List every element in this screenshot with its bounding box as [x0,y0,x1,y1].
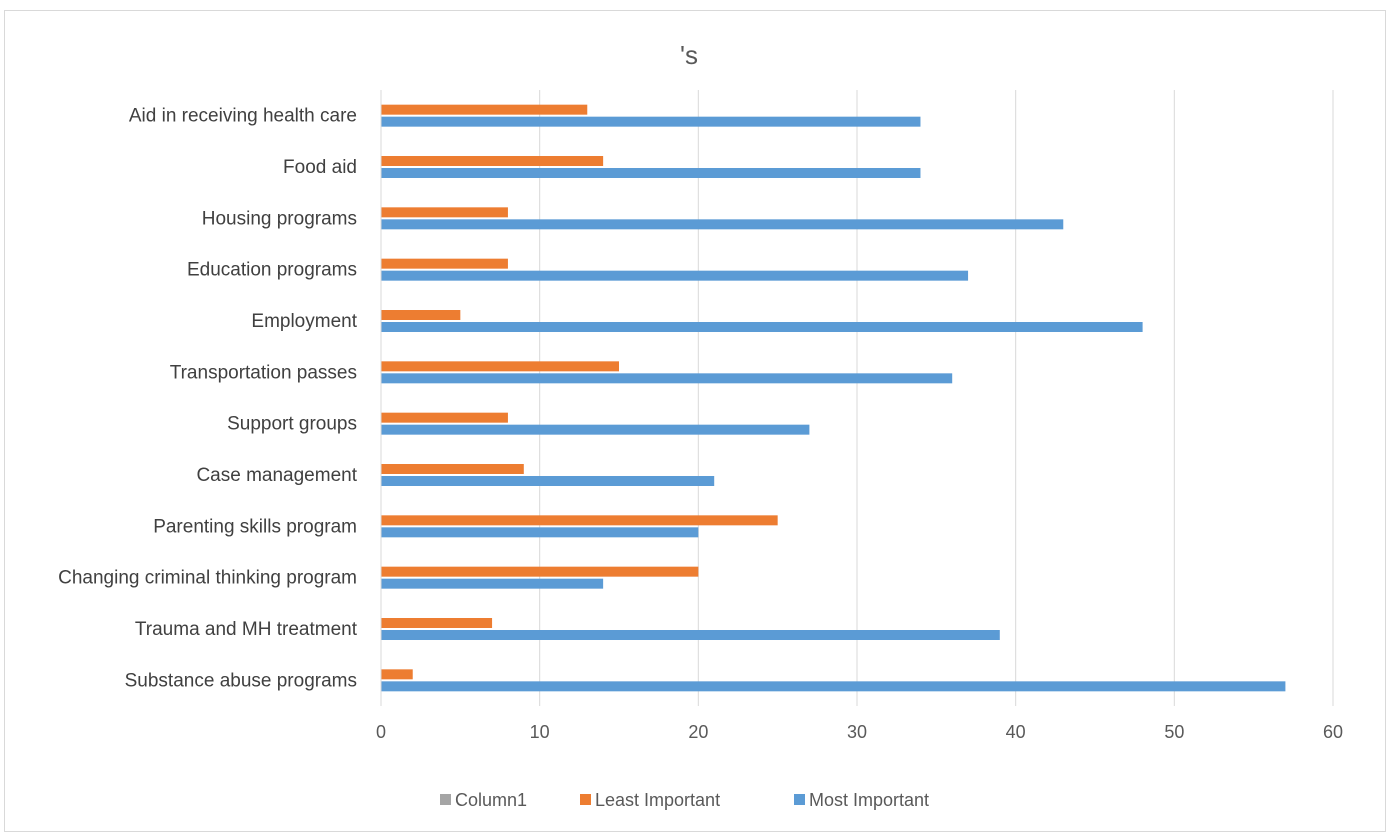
x-tick-label: 50 [1164,722,1184,742]
bar-least-important [381,207,508,218]
bars [381,104,1286,692]
bar-least-important [381,258,508,269]
category-labels: Aid in receiving health care Food aid Hou… [58,106,358,692]
category-label: Transportation passes [170,362,357,383]
bar-most-important [381,373,953,384]
category-label: Employment [251,311,357,332]
chart-frame [4,10,1386,832]
chart-title: 's [680,40,698,70]
bar-least-important [381,669,413,680]
legend: Column1 Least Important Most Important [440,790,929,810]
bar-least-important [381,566,699,577]
category-label: Changing criminal thinking program [58,568,357,589]
category-label: Parenting skills program [153,516,357,537]
legend-label: Most Important [809,790,929,810]
category-label: Substance abuse programs [125,670,357,691]
bar-most-important [381,476,715,486]
bar-least-important [381,464,524,474]
category-label: Case management [196,465,357,486]
bar-least-important [381,104,588,115]
bar-least-important [381,361,619,372]
legend-swatch [440,794,451,805]
bar-least-important [381,156,604,166]
bar-most-important [381,527,699,538]
bar-most-important [381,681,1286,692]
category-label: Aid in receiving health care [129,106,357,127]
legend-swatch [794,794,805,805]
legend-label: Least Important [595,790,720,810]
bar-most-important [381,116,921,127]
category-label: Housing programs [202,208,357,229]
bar-least-important [381,310,461,320]
bar-least-important [381,412,508,423]
bar-least-important [381,618,493,628]
x-tick-label: 30 [847,722,867,742]
x-tick-label: 10 [530,722,550,742]
category-label: Support groups [227,414,357,435]
bar-most-important [381,270,969,281]
legend-label: Column1 [455,790,527,810]
category-label: Trauma and MH treatment [135,619,358,640]
bar-most-important [381,578,604,589]
bar-most-important [381,168,921,178]
x-tick-label: 60 [1323,722,1343,742]
bar-most-important [381,424,810,435]
gridlines [539,90,1334,706]
legend-swatch [580,794,591,805]
category-label: Education programs [187,260,357,281]
category-label: Food aid [283,157,357,178]
bar-least-important [381,515,778,526]
bar-most-important [381,322,1143,332]
bar-most-important [381,219,1064,230]
x-tick-label: 40 [1006,722,1026,742]
bar-most-important [381,630,1000,640]
x-axis-tick-labels: 0 10 20 30 40 50 60 [376,722,1343,742]
x-tick-label: 20 [688,722,708,742]
x-tick-label: 0 [376,722,386,742]
